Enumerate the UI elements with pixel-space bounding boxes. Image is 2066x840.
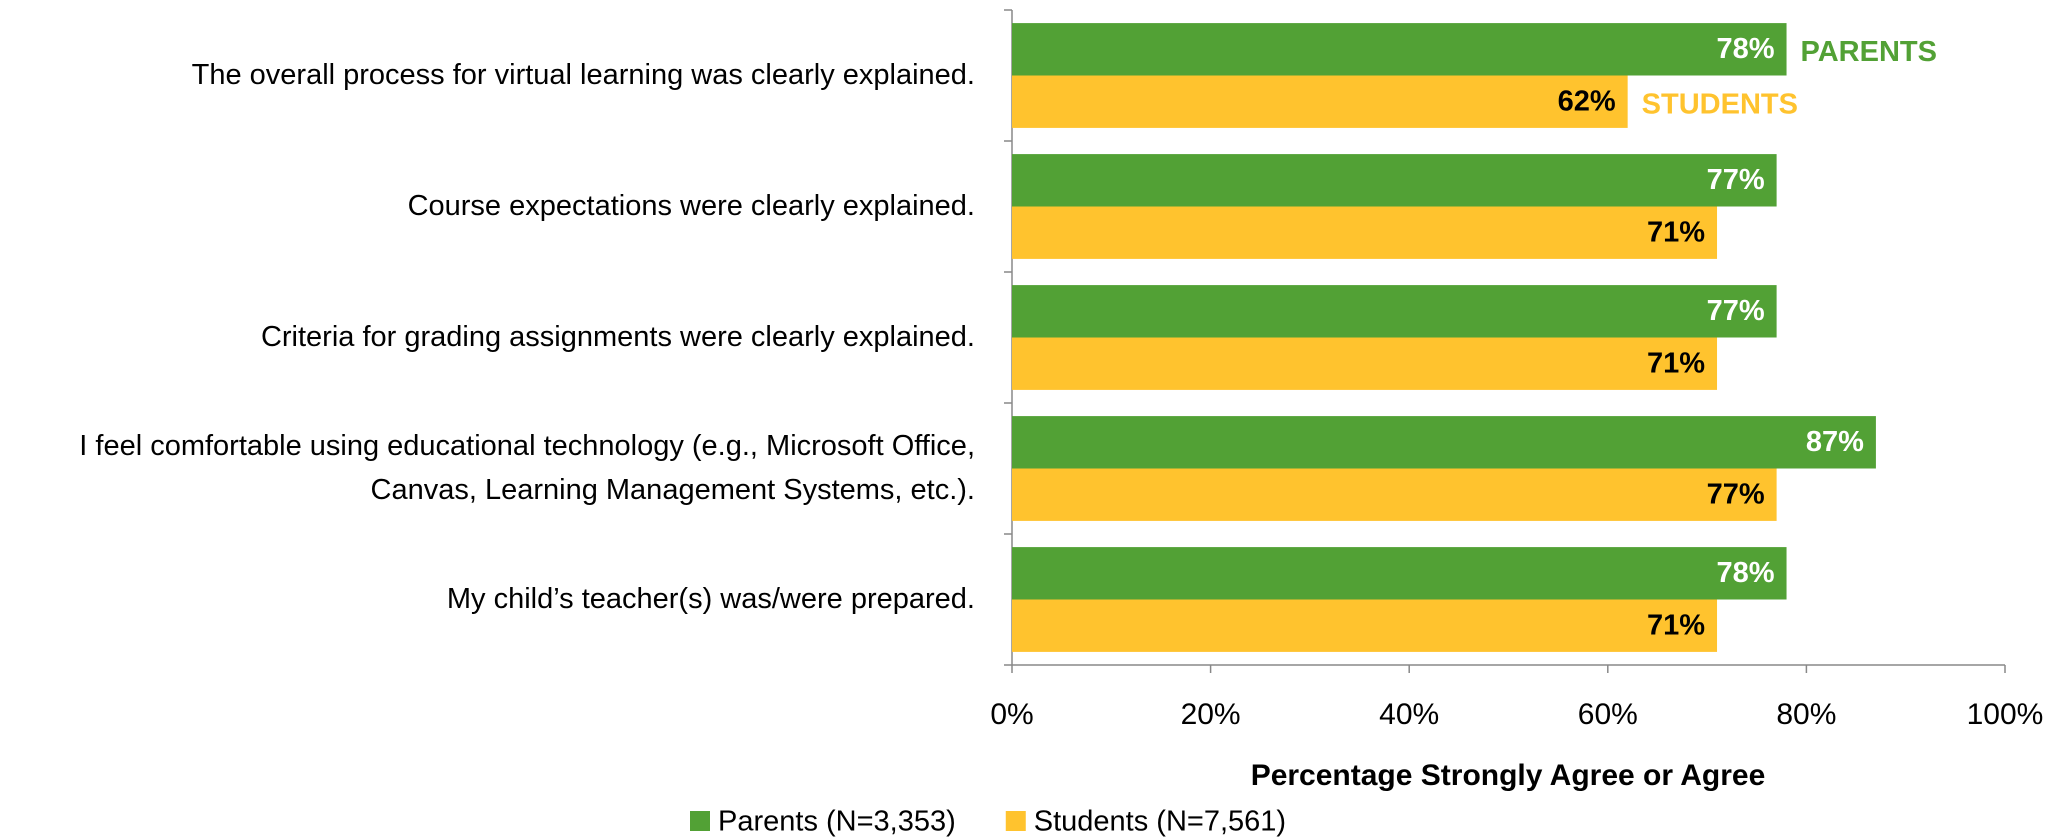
legend-label: Students (N=7,561)	[1034, 806, 1286, 838]
bar	[1012, 206, 1718, 259]
legend-swatch	[690, 811, 710, 831]
x-tick-label: 0%	[990, 698, 1033, 731]
category-label: The overall process for virtual learning…	[191, 58, 975, 91]
legend-label: Parents (N=3,353)	[718, 806, 956, 838]
value-label: 77%	[1707, 478, 1765, 510]
x-tick-label: 40%	[1379, 698, 1439, 731]
value-label: 71%	[1647, 216, 1705, 248]
bar	[1012, 75, 1628, 128]
bar	[1012, 468, 1777, 521]
value-label: 78%	[1716, 557, 1774, 589]
x-tick-label: 60%	[1578, 698, 1638, 731]
bar	[1012, 547, 1787, 600]
x-tick-label: 20%	[1181, 698, 1241, 731]
value-label: 62%	[1558, 85, 1616, 117]
value-label: 77%	[1707, 164, 1765, 196]
bar	[1012, 23, 1787, 76]
category-label: I feel comfortable using educational tec…	[79, 429, 975, 506]
legend-swatch	[1005, 811, 1026, 831]
x-tick-label: 80%	[1776, 698, 1836, 731]
bar	[1012, 416, 1876, 469]
value-label: 78%	[1716, 33, 1774, 65]
bar	[1012, 285, 1777, 338]
category-label: Criteria for grading assignments were cl…	[260, 320, 975, 353]
category-label: Course expectations were clearly explain…	[407, 189, 975, 222]
category-label: My child’s teacher(s) was/were prepared.	[446, 582, 975, 615]
value-label: 71%	[1647, 609, 1705, 641]
bar	[1012, 337, 1718, 390]
x-axis-title: Percentage Strongly Agree or Agree	[1251, 759, 1766, 792]
value-label: 77%	[1707, 295, 1765, 327]
bar	[1012, 599, 1718, 652]
value-label: 87%	[1806, 426, 1864, 458]
value-label: 71%	[1647, 347, 1705, 379]
x-tick-label: 100%	[1967, 698, 2044, 731]
bar	[1012, 154, 1777, 207]
series-annotation: PARENTS	[1801, 36, 1937, 68]
series-annotation: STUDENTS	[1642, 88, 1798, 120]
